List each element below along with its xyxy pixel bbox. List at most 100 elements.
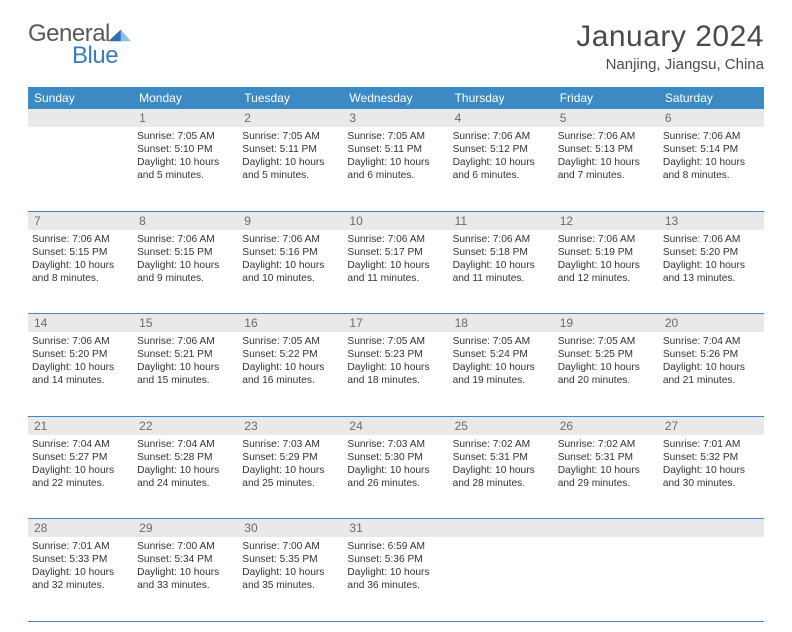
- day-cell: Sunrise: 7:06 AMSunset: 5:18 PMDaylight:…: [449, 230, 554, 314]
- day-info-line: Sunrise: 7:04 AM: [137, 438, 234, 451]
- day-cell: Sunrise: 7:05 AMSunset: 5:10 PMDaylight:…: [133, 127, 238, 211]
- day-cell: Sunrise: 7:06 AMSunset: 5:19 PMDaylight:…: [554, 230, 659, 314]
- day-info-line: Daylight: 10 hours: [453, 361, 550, 374]
- day-number: 29: [133, 519, 238, 538]
- day-cell: Sunrise: 7:00 AMSunset: 5:34 PMDaylight:…: [133, 537, 238, 621]
- day-info-line: Sunset: 5:31 PM: [453, 451, 550, 464]
- day-info-line: Daylight: 10 hours: [347, 566, 444, 579]
- day-info-line: Sunset: 5:20 PM: [32, 348, 129, 361]
- day-info-line: Sunrise: 7:02 AM: [453, 438, 550, 451]
- day-info-line: Daylight: 10 hours: [663, 156, 760, 169]
- day-info-line: Sunset: 5:35 PM: [242, 553, 339, 566]
- day-info-line: Sunrise: 7:06 AM: [32, 335, 129, 348]
- dow-wednesday: Wednesday: [343, 87, 448, 109]
- day-info-line: Sunset: 5:12 PM: [453, 143, 550, 156]
- day-info-line: Sunrise: 7:00 AM: [137, 540, 234, 553]
- day-number-empty: [449, 519, 554, 538]
- day-number-row: 123456: [28, 109, 764, 127]
- day-cell: Sunrise: 7:03 AMSunset: 5:29 PMDaylight:…: [238, 435, 343, 519]
- day-info-line: Sunrise: 7:04 AM: [663, 335, 760, 348]
- day-number: 28: [28, 519, 133, 538]
- day-info-line: Sunrise: 7:01 AM: [663, 438, 760, 451]
- day-info-line: Sunrise: 7:05 AM: [347, 130, 444, 143]
- day-info-line: Daylight: 10 hours: [347, 464, 444, 477]
- day-number: 21: [28, 416, 133, 435]
- day-info-line: Sunset: 5:23 PM: [347, 348, 444, 361]
- day-number: 25: [449, 416, 554, 435]
- day-cell: Sunrise: 7:05 AMSunset: 5:23 PMDaylight:…: [343, 332, 448, 416]
- day-info-line: Daylight: 10 hours: [32, 566, 129, 579]
- calendar-table: SundayMondayTuesdayWednesdayThursdayFrid…: [28, 87, 764, 622]
- day-info-line: and 9 minutes.: [137, 272, 234, 285]
- week-row: Sunrise: 7:04 AMSunset: 5:27 PMDaylight:…: [28, 435, 764, 519]
- day-info-line: Sunrise: 7:06 AM: [663, 233, 760, 246]
- day-cell: Sunrise: 7:06 AMSunset: 5:14 PMDaylight:…: [659, 127, 764, 211]
- day-info-line: Daylight: 10 hours: [663, 259, 760, 272]
- day-cell: Sunrise: 7:02 AMSunset: 5:31 PMDaylight:…: [554, 435, 659, 519]
- day-cell: Sunrise: 7:04 AMSunset: 5:27 PMDaylight:…: [28, 435, 133, 519]
- day-info-line: Sunset: 5:10 PM: [137, 143, 234, 156]
- day-number-row: 21222324252627: [28, 416, 764, 435]
- day-number: 23: [238, 416, 343, 435]
- day-number-row: 28293031: [28, 519, 764, 538]
- day-info-line: and 24 minutes.: [137, 477, 234, 490]
- day-number: 11: [449, 211, 554, 230]
- day-info-line: Daylight: 10 hours: [137, 156, 234, 169]
- day-number: 6: [659, 109, 764, 127]
- day-number: 20: [659, 314, 764, 333]
- day-info-line: Sunset: 5:28 PM: [137, 451, 234, 464]
- day-info-line: Sunset: 5:17 PM: [347, 246, 444, 259]
- day-info-line: Daylight: 10 hours: [558, 259, 655, 272]
- day-number: 26: [554, 416, 659, 435]
- day-info-line: Daylight: 10 hours: [558, 464, 655, 477]
- day-info-line: Sunrise: 7:05 AM: [347, 335, 444, 348]
- day-info-line: Sunrise: 6:59 AM: [347, 540, 444, 553]
- day-info-line: Sunset: 5:34 PM: [137, 553, 234, 566]
- day-info-line: Sunset: 5:14 PM: [663, 143, 760, 156]
- day-info-line: and 30 minutes.: [663, 477, 760, 490]
- day-info-line: Daylight: 10 hours: [347, 259, 444, 272]
- day-cell: Sunrise: 7:05 AMSunset: 5:25 PMDaylight:…: [554, 332, 659, 416]
- logo-text-b: Blue: [72, 42, 132, 70]
- day-number-empty: [554, 519, 659, 538]
- day-info-line: Sunset: 5:16 PM: [242, 246, 339, 259]
- day-info-line: and 8 minutes.: [32, 272, 129, 285]
- day-info-line: Daylight: 10 hours: [137, 259, 234, 272]
- day-cell-empty: [28, 127, 133, 211]
- month-title: January 2024: [576, 20, 764, 54]
- day-cell-empty: [449, 537, 554, 621]
- day-cell: Sunrise: 7:05 AMSunset: 5:11 PMDaylight:…: [238, 127, 343, 211]
- dow-friday: Friday: [554, 87, 659, 109]
- header: GeneralBlue January 2024 Nanjing, Jiangs…: [28, 20, 764, 73]
- day-info-line: Sunrise: 7:05 AM: [137, 130, 234, 143]
- day-info-line: Sunset: 5:20 PM: [663, 246, 760, 259]
- day-info-line: Sunset: 5:15 PM: [137, 246, 234, 259]
- day-cell: Sunrise: 7:06 AMSunset: 5:13 PMDaylight:…: [554, 127, 659, 211]
- week-row: Sunrise: 7:01 AMSunset: 5:33 PMDaylight:…: [28, 537, 764, 621]
- day-info-line: Sunset: 5:15 PM: [32, 246, 129, 259]
- day-info-line: and 6 minutes.: [347, 169, 444, 182]
- day-info-line: and 36 minutes.: [347, 579, 444, 592]
- day-info-line: Sunrise: 7:06 AM: [32, 233, 129, 246]
- day-info-line: Sunset: 5:31 PM: [558, 451, 655, 464]
- day-info-line: Sunrise: 7:01 AM: [32, 540, 129, 553]
- day-number: 30: [238, 519, 343, 538]
- week-row: Sunrise: 7:06 AMSunset: 5:15 PMDaylight:…: [28, 230, 764, 314]
- day-info-line: Daylight: 10 hours: [558, 361, 655, 374]
- day-info-line: and 16 minutes.: [242, 374, 339, 387]
- day-info-line: and 12 minutes.: [558, 272, 655, 285]
- day-cell: Sunrise: 7:06 AMSunset: 5:16 PMDaylight:…: [238, 230, 343, 314]
- day-info-line: Daylight: 10 hours: [347, 361, 444, 374]
- day-number: 19: [554, 314, 659, 333]
- day-info-line: and 25 minutes.: [242, 477, 339, 490]
- day-cell-empty: [554, 537, 659, 621]
- day-info-line: and 29 minutes.: [558, 477, 655, 490]
- day-info-line: Sunrise: 7:06 AM: [453, 130, 550, 143]
- day-info-line: Daylight: 10 hours: [137, 361, 234, 374]
- day-info-line: Sunrise: 7:06 AM: [347, 233, 444, 246]
- day-of-week-row: SundayMondayTuesdayWednesdayThursdayFrid…: [28, 87, 764, 109]
- week-row: Sunrise: 7:06 AMSunset: 5:20 PMDaylight:…: [28, 332, 764, 416]
- day-info-line: Sunrise: 7:06 AM: [137, 335, 234, 348]
- day-info-line: Sunset: 5:26 PM: [663, 348, 760, 361]
- day-info-line: Sunrise: 7:06 AM: [558, 130, 655, 143]
